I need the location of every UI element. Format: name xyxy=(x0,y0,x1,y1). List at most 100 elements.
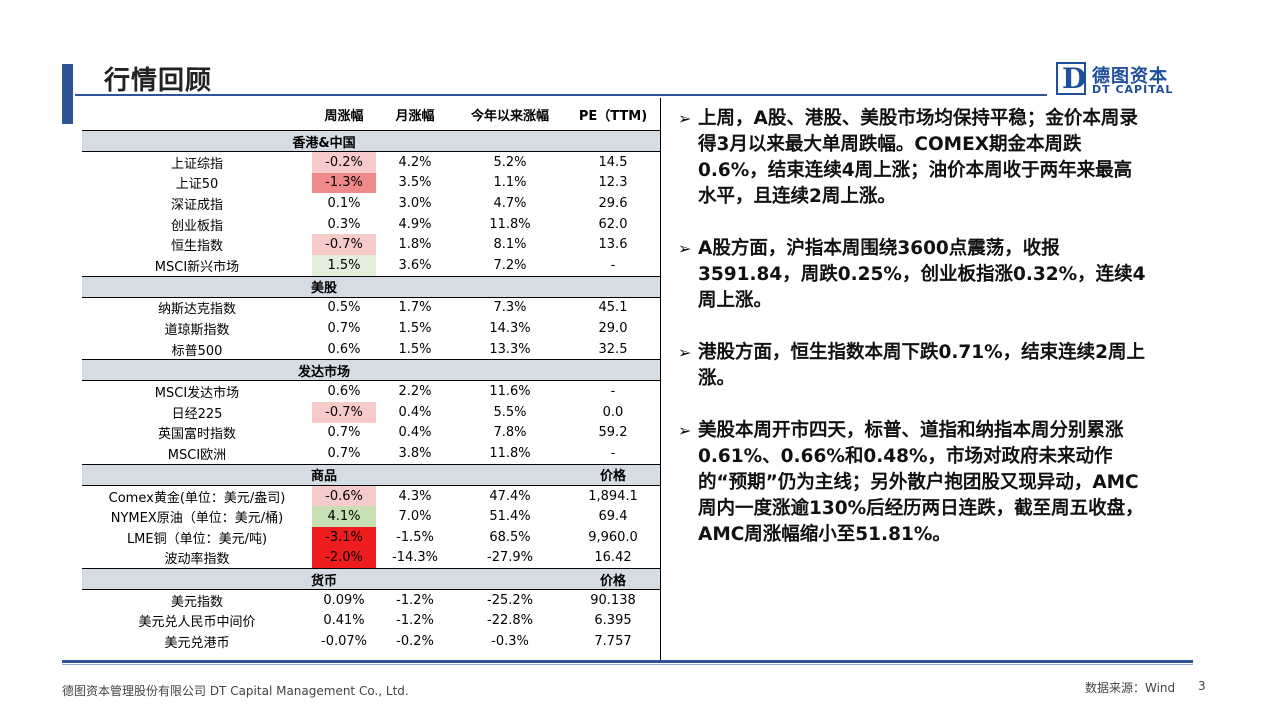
table-row: MSCI新兴市场 1.5% 3.6% 7.2% - xyxy=(82,254,660,277)
pe-value: 29.0 xyxy=(598,320,628,336)
weekly-change: 0.09% xyxy=(323,592,365,608)
table-row: 上证综指 -0.2% 4.2% 5.2% 14.5 xyxy=(82,151,660,173)
row-name: Comex黄金(单位：美元/盎司) xyxy=(108,490,286,506)
weekly-change: 0.6% xyxy=(327,384,361,400)
section-title: 香港&中国 xyxy=(82,130,566,152)
ytd-change: 7.2% xyxy=(493,257,527,273)
pe-value: 0.0 xyxy=(602,404,624,420)
row-name: 英国富时指数 xyxy=(157,427,236,443)
weekly-change: 0.6% xyxy=(327,341,361,357)
row-name: 恒生指数 xyxy=(170,239,223,255)
section-title: 商品 xyxy=(82,463,566,486)
section-title: 美股 xyxy=(82,275,566,298)
table-section-row: 香港&中国 xyxy=(82,130,660,152)
monthly-change: 3.0% xyxy=(398,195,432,211)
monthly-change: 7.0% xyxy=(398,509,432,525)
section-right-label xyxy=(566,359,660,382)
pe-value: 12.3 xyxy=(598,175,628,191)
pe-value: - xyxy=(610,384,616,400)
ytd-change: 7.8% xyxy=(493,425,527,441)
row-name: 美元兑人民币中间价 xyxy=(138,615,256,631)
commentary-item: ➢ 港股方面，恒生指数本周下跌0.71%，结束连续2周上涨。 xyxy=(678,342,1146,389)
pe-value: 1,894.1 xyxy=(588,488,638,504)
weekly-change: 0.3% xyxy=(327,216,361,232)
header-weekly: 周涨幅 xyxy=(312,98,376,131)
header-name xyxy=(82,98,312,131)
pe-value: - xyxy=(610,257,616,273)
table-row: LME铜（单位：美元/吨) -3.1% -1.5% 68.5% 9,960.0 xyxy=(82,526,660,548)
table-row: MSCI欧洲 0.7% 3.8% 11.8% - xyxy=(82,443,660,464)
pe-value: 62.0 xyxy=(598,216,628,232)
header-ytd: 今年以来涨幅 xyxy=(454,98,566,131)
commentary-list: ➢ 上周，A股、港股、美股市场均保持平稳；金价本周录得3月以来最大单周跌幅。COM… xyxy=(678,106,1148,574)
monthly-change: 3.8% xyxy=(398,445,432,461)
footer-rule xyxy=(62,660,1193,663)
arrow-bullet-icon: ➢ xyxy=(678,109,692,128)
row-name: LME铜（单位：美元/吨) xyxy=(126,531,268,547)
weekly-change: -0.2% xyxy=(312,151,376,173)
pe-value: 14.5 xyxy=(598,154,628,170)
ytd-change: -22.8% xyxy=(487,613,533,629)
row-name: MSCI发达市场 xyxy=(154,386,240,402)
section-title: 发达市场 xyxy=(82,359,566,382)
ytd-change: 68.5% xyxy=(489,529,531,545)
weekly-change: 0.7% xyxy=(327,425,361,441)
ytd-change: 5.2% xyxy=(493,154,527,170)
table-row: 美元兑人民币中间价 0.41% -1.2% -22.8% 6.395 xyxy=(82,611,660,632)
weekly-change: 0.1% xyxy=(327,195,361,211)
pe-value: 16.42 xyxy=(594,550,632,566)
ytd-change: 14.3% xyxy=(489,320,531,336)
table-row: 日经225 -0.7% 0.4% 5.5% 0.0 xyxy=(82,401,660,423)
monthly-change: -0.2% xyxy=(396,634,434,650)
ytd-change: 4.7% xyxy=(493,195,527,211)
ytd-change: 47.4% xyxy=(489,488,531,504)
monthly-change: 3.5% xyxy=(398,175,432,191)
pe-value: 9,960.0 xyxy=(588,529,638,545)
pe-value: 69.4 xyxy=(598,509,628,525)
company-logo: D 德图资本 DT CAPITAL xyxy=(1056,62,1186,98)
table-header-row: 周涨幅 月涨幅 今年以来涨幅 PE（TTM) xyxy=(82,98,660,131)
footer-company: 德图资本管理股份有限公司 DT Capital Management Co., … xyxy=(62,684,409,698)
weekly-change: -0.7% xyxy=(312,401,376,423)
ytd-change: -27.9% xyxy=(487,550,533,566)
weekly-change: -0.7% xyxy=(312,234,376,255)
ytd-change: 51.4% xyxy=(489,509,531,525)
weekly-change: -1.3% xyxy=(312,172,376,194)
ytd-change: 5.5% xyxy=(493,404,527,420)
weekly-change: 1.5% xyxy=(312,254,376,277)
monthly-change: 1.5% xyxy=(398,320,432,336)
weekly-change: 0.5% xyxy=(327,300,361,316)
table-section-row: 美股 xyxy=(82,275,660,298)
monthly-change: 3.6% xyxy=(398,257,432,273)
row-name: 美元兑港币 xyxy=(164,636,230,652)
table-row: Comex黄金(单位：美元/盎司) -0.6% 4.3% 47.4% 1,894.1 xyxy=(82,485,660,507)
row-name: 上证综指 xyxy=(170,156,223,172)
row-name: NYMEX原油（单位：美元/桶) xyxy=(110,511,284,527)
monthly-change: -1.2% xyxy=(396,613,434,629)
pe-value: - xyxy=(610,445,616,461)
row-name: 波动率指数 xyxy=(164,552,230,568)
table-section-row: 发达市场 xyxy=(82,359,660,382)
pe-value: 45.1 xyxy=(598,300,628,316)
table-row: 道琼斯指数 0.7% 1.5% 14.3% 29.0 xyxy=(82,318,660,339)
monthly-change: 1.8% xyxy=(398,237,432,253)
commentary-item: ➢ 上周，A股、港股、美股市场均保持平稳；金价本周录得3月以来最大单周跌幅。COM… xyxy=(678,108,1138,207)
row-name: 纳斯达克指数 xyxy=(157,302,236,318)
pe-value: 59.2 xyxy=(598,425,628,441)
monthly-change: 4.3% xyxy=(398,488,432,504)
page-number: 3 xyxy=(1198,679,1206,693)
row-name: MSCI新兴市场 xyxy=(154,259,240,275)
ytd-change: 11.8% xyxy=(489,216,531,232)
weekly-change: -0.6% xyxy=(312,485,376,507)
logo-en-text: DT CAPITAL xyxy=(1092,83,1174,96)
row-name: 深证成指 xyxy=(170,197,223,213)
table-row: 美元指数 0.09% -1.2% -25.2% 90.138 xyxy=(82,590,660,611)
section-right-label: 价格 xyxy=(566,463,660,486)
weekly-change: -3.1% xyxy=(312,526,376,548)
row-name: 道琼斯指数 xyxy=(164,322,230,338)
title-underline xyxy=(75,94,1047,96)
title-accent-bar xyxy=(62,64,73,124)
weekly-change: -0.07% xyxy=(321,634,367,650)
weekly-change: 0.7% xyxy=(327,320,361,336)
ytd-change: 7.3% xyxy=(493,300,527,316)
